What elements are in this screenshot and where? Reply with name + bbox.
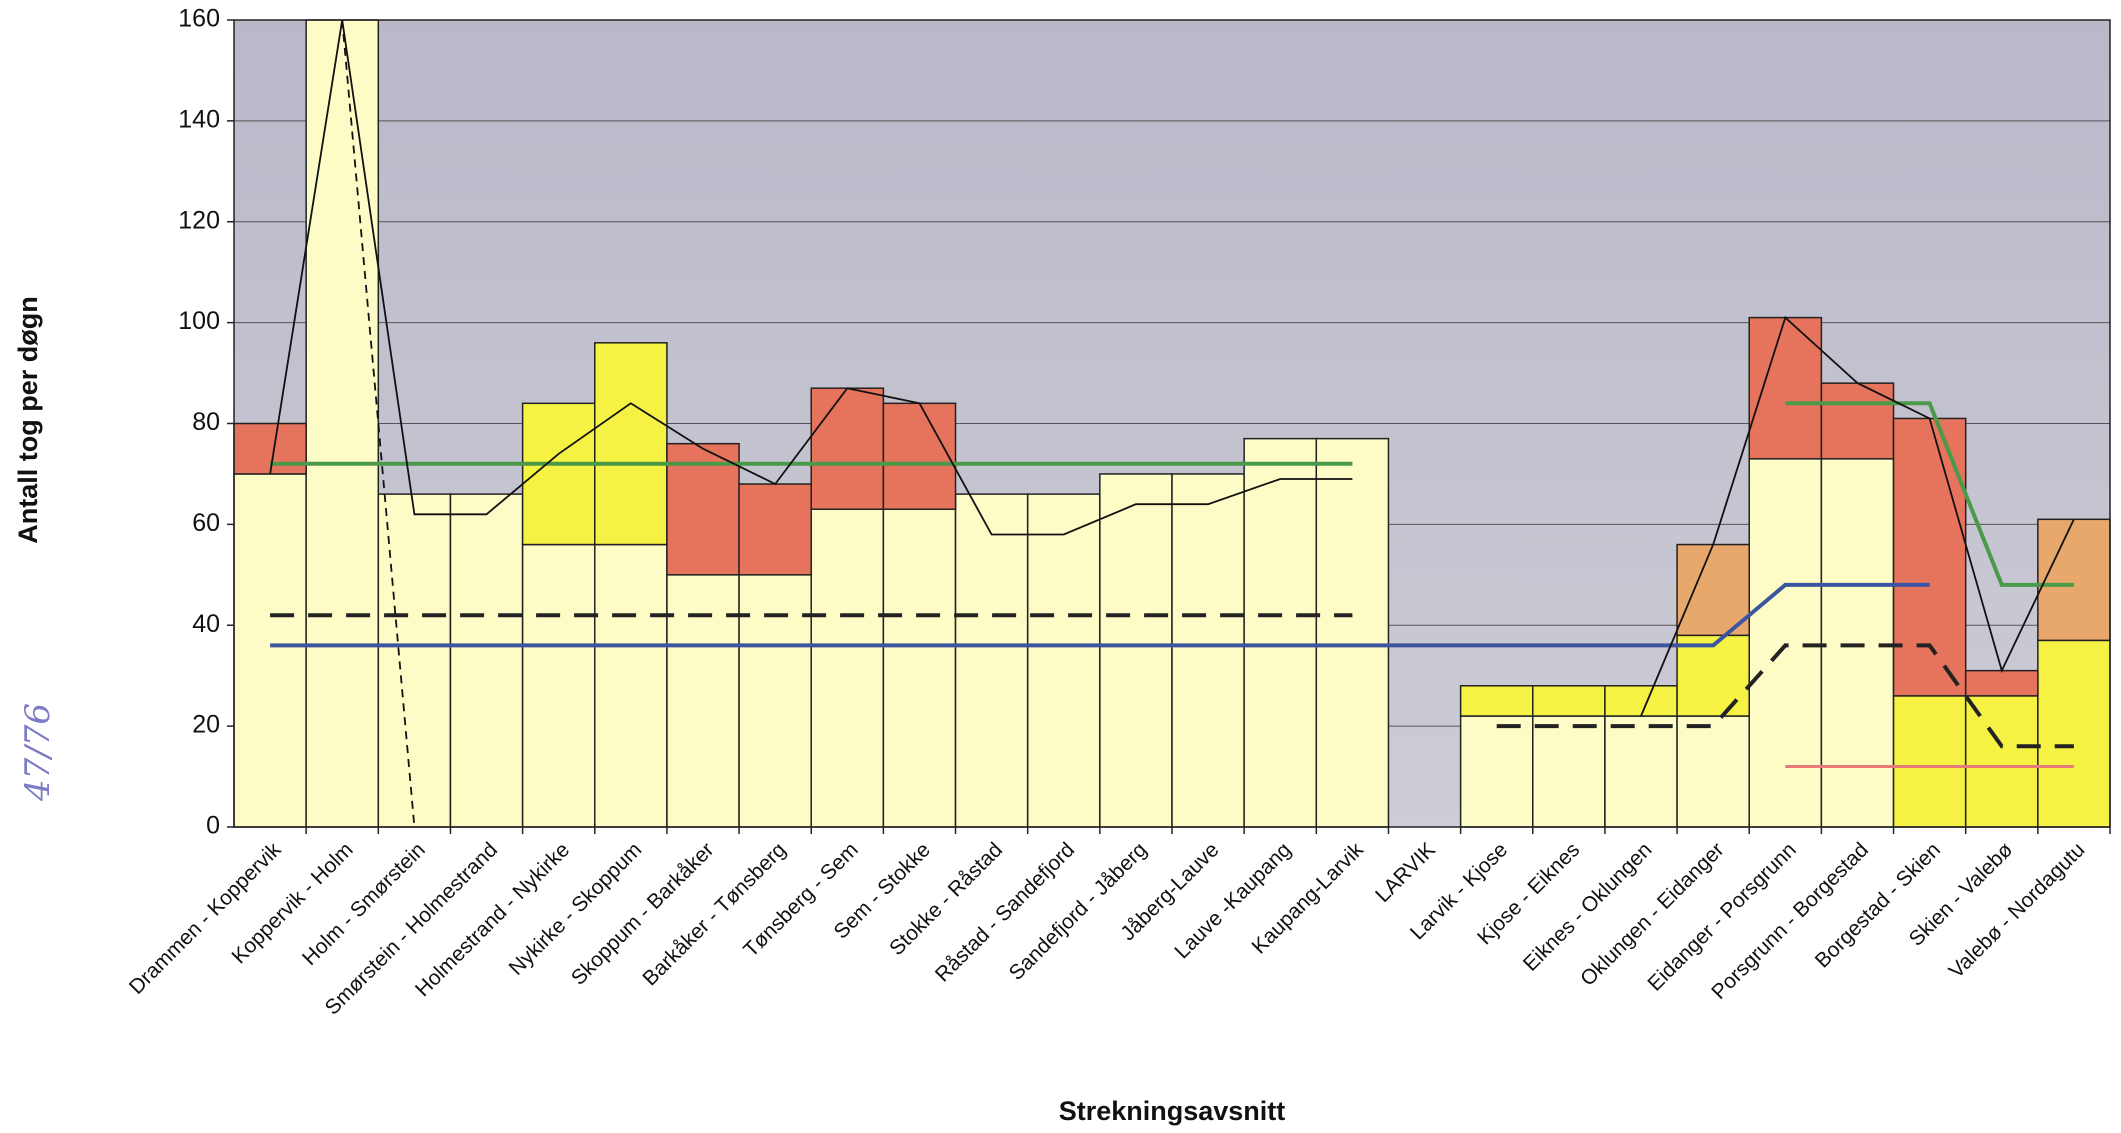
x-axis-title: Strekningsavsnitt	[1059, 1096, 1286, 1126]
bar-segment	[1604, 715, 1678, 828]
bar-segment	[594, 342, 668, 546]
bar-segment	[1748, 316, 1823, 460]
y-tick-label: 80	[192, 408, 220, 436]
bar-segment	[1748, 458, 1823, 828]
line-series	[270, 613, 2074, 749]
y-tick-label: 20	[192, 711, 220, 739]
line-series	[341, 19, 416, 828]
y-tick-label: 140	[178, 105, 220, 133]
bar-segment	[1964, 669, 2039, 697]
x-tick-label: Skoppum - Barkåker	[567, 838, 719, 990]
x-tick-label: Holm - Smørstein	[298, 838, 430, 970]
bar-segment	[1532, 715, 1606, 828]
bar-segment	[1820, 458, 1895, 828]
line-series	[270, 582, 1930, 648]
bar-segment	[1026, 493, 1101, 828]
bar-segment	[1892, 417, 1967, 697]
bar-segment	[305, 19, 380, 828]
bar-segment	[810, 508, 885, 828]
x-tick-label: Barkåker - Tønsberg	[638, 838, 790, 990]
x-tick-label: Borgestad - Skien	[1811, 838, 1945, 972]
bar-segment	[1604, 685, 1678, 717]
bar-segment	[1243, 437, 1318, 828]
bar-segment	[1676, 715, 1750, 828]
bar-segment	[233, 473, 307, 828]
handwritten-note: 47/76	[18, 703, 58, 802]
bar-segment	[1532, 685, 1606, 717]
line-series	[269, 19, 2075, 717]
y-tick-label: 120	[178, 206, 220, 234]
bar-segment	[2037, 639, 2111, 828]
x-tick-label: Eiknes - Oklungen	[1519, 838, 1657, 976]
bar-segment	[2037, 518, 2111, 642]
bar-segment	[1315, 437, 1390, 828]
bar-segment	[882, 402, 957, 510]
x-tick-label: Sandefjord - Jåberg	[1005, 838, 1152, 985]
line-series	[270, 401, 2074, 587]
x-tick-label: LARVIK	[1371, 838, 1440, 907]
bar-segment	[738, 483, 812, 576]
bar-segment	[954, 493, 1029, 828]
x-tick-label: Nykirke - Skoppum	[505, 838, 647, 980]
bar-segment	[810, 387, 885, 510]
bar-segment	[594, 543, 668, 828]
bar-segment	[521, 543, 596, 828]
x-tick-label: Valebø - Nordagutu	[1945, 838, 2090, 983]
y-tick-label: 0	[206, 812, 220, 840]
x-tick-label: Råstad - Sandefjord	[931, 838, 1079, 986]
bar-segment	[1171, 473, 1245, 828]
bar-segment	[1964, 695, 2039, 828]
bar-segment	[377, 493, 452, 828]
y-tick-label: 60	[192, 509, 220, 537]
bar-segment	[1459, 685, 1534, 717]
y-axis-title: Antall tog per døgn	[13, 296, 43, 543]
bar-segment	[1459, 715, 1534, 828]
bar-segment	[449, 493, 524, 828]
bar-segment	[1676, 634, 1750, 717]
bar-segment	[233, 422, 307, 475]
bar-segment	[1099, 473, 1173, 828]
bar-segment	[882, 508, 957, 828]
x-tick-label: Oklungen - Eidanger	[1576, 838, 1728, 990]
y-tick-label: 40	[192, 610, 220, 638]
bar-segment	[1892, 695, 1967, 828]
y-tick-label: 160	[178, 5, 220, 33]
y-tick-label: 100	[178, 307, 220, 335]
x-tick-label: Koppervik - Holm	[228, 838, 358, 968]
bar-segment	[666, 574, 740, 828]
bar-segment	[738, 574, 812, 828]
